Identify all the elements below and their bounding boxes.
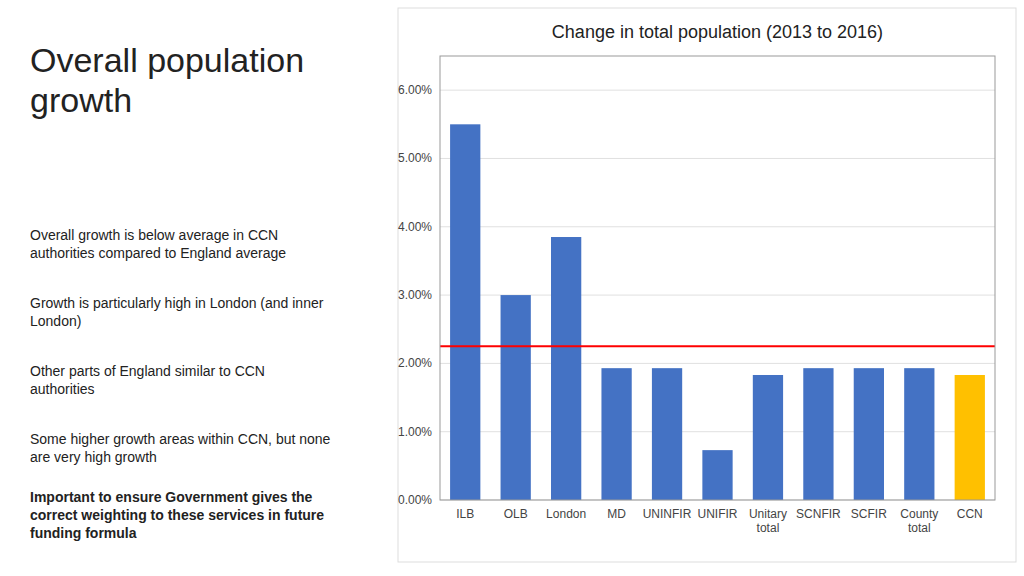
reference-line bbox=[440, 345, 995, 347]
x-tick-label: SCFIR bbox=[851, 507, 887, 521]
x-tick-label: UNIFIR bbox=[698, 507, 738, 521]
chart-title: Change in total population (2013 to 2016… bbox=[552, 22, 883, 42]
bullet-text: Other parts of England similar to CCNaut… bbox=[30, 363, 265, 397]
bars bbox=[440, 124, 995, 500]
x-tick-label: ILB bbox=[456, 507, 474, 521]
chart-page: Overall populationgrowth Overall growth i… bbox=[0, 0, 1024, 576]
grid-line bbox=[440, 226, 995, 227]
grid-line bbox=[440, 90, 995, 91]
y-tick-label: 3.00% bbox=[398, 288, 432, 302]
x-tick-label: CCN bbox=[957, 507, 983, 521]
y-axis: 0.00% 1.00% 2.00% 3.00% 4.00% 5.00% 6.00% bbox=[398, 83, 995, 507]
bar bbox=[501, 295, 531, 500]
key-message: Important to ensure Government gives the… bbox=[30, 489, 324, 541]
x-tick-label: Countytotal bbox=[900, 507, 938, 535]
y-tick-label: 0.00% bbox=[398, 493, 432, 507]
panel-heading: Overall populationgrowth bbox=[30, 41, 304, 119]
text-panel: Overall populationgrowth Overall growth i… bbox=[30, 41, 331, 541]
plot-frame bbox=[440, 56, 995, 500]
grid-line bbox=[440, 158, 995, 159]
y-tick-label: 1.00% bbox=[398, 425, 432, 439]
bar bbox=[450, 124, 480, 500]
bar bbox=[601, 368, 631, 500]
x-tick-label: UNINFIR bbox=[643, 507, 692, 521]
bar bbox=[702, 450, 732, 500]
bullet-text: Some higher growth areas within CCN, but… bbox=[30, 431, 331, 465]
bar bbox=[652, 368, 682, 500]
x-axis: ILB OLB London MD UNINFIR UNIFIR Unitarytotal S… bbox=[456, 507, 983, 535]
bar bbox=[854, 368, 884, 500]
y-tick-label: 5.00% bbox=[398, 151, 432, 165]
bar bbox=[551, 237, 581, 500]
bar bbox=[803, 368, 833, 500]
chart-panel-border bbox=[398, 8, 1016, 562]
bar bbox=[904, 368, 934, 500]
x-tick-label: SCNFIR bbox=[796, 507, 841, 521]
bar bbox=[955, 375, 985, 500]
bullet-text: Growth is particularly high in London (a… bbox=[30, 295, 324, 329]
x-tick-label: London bbox=[546, 507, 586, 521]
y-tick-label: 2.00% bbox=[398, 356, 432, 370]
y-tick-label: 4.00% bbox=[398, 220, 432, 234]
x-tick-label: Unitarytotal bbox=[749, 507, 787, 535]
x-tick-label: OLB bbox=[504, 507, 528, 521]
x-tick-label: MD bbox=[607, 507, 626, 521]
bullet-text: Overall growth is below average in CCNau… bbox=[30, 227, 286, 261]
bar bbox=[753, 375, 783, 500]
y-tick-label: 6.00% bbox=[398, 83, 432, 97]
